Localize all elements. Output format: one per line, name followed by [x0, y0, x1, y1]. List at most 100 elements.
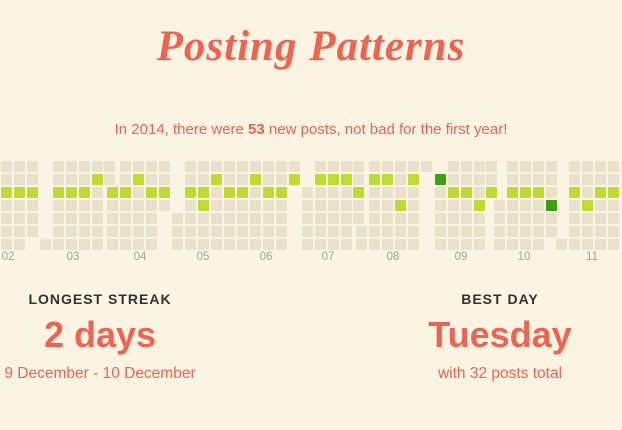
heatmap-cell	[1, 187, 12, 198]
heatmap-cell	[14, 174, 25, 185]
heatmap-cell	[569, 226, 580, 237]
heatmap-cell	[133, 213, 144, 224]
heatmap-cell	[250, 200, 261, 211]
heatmap-cell	[211, 200, 222, 211]
heatmap-cell	[315, 200, 326, 211]
heatmap-cell	[250, 161, 261, 172]
heatmap-cell	[533, 161, 544, 172]
heatmap-cell	[211, 213, 222, 224]
heatmap-cell	[474, 226, 485, 237]
heatmap-cell	[224, 226, 235, 237]
month-label: 07	[321, 251, 335, 263]
heatmap-cell	[382, 226, 393, 237]
heatmap-cell	[66, 200, 77, 211]
heatmap-cell	[353, 161, 364, 172]
heatmap-cell	[595, 174, 606, 185]
heatmap-cell	[1, 200, 12, 211]
heatmap-cell	[582, 187, 593, 198]
stat-best-day: BEST DAY Tuesday with 32 posts total	[340, 291, 622, 383]
heatmap-cell	[66, 213, 77, 224]
heatmap-cell	[53, 213, 64, 224]
heatmap-cell	[104, 174, 115, 185]
heatmap-cell	[474, 213, 485, 224]
heatmap-cell	[507, 213, 518, 224]
heatmap-cell	[328, 239, 339, 250]
heatmap-cell	[120, 200, 131, 211]
heatmap-cell	[146, 200, 157, 211]
heatmap-cell	[315, 226, 326, 237]
heatmap-cell	[120, 239, 131, 250]
heatmap-cell	[1, 174, 12, 185]
heatmap-cell	[66, 239, 77, 250]
heatmap-cell	[328, 226, 339, 237]
heatmap-cell	[494, 226, 505, 237]
heatmap-cell	[520, 161, 531, 172]
heatmap-cell	[486, 161, 497, 172]
heatmap-cell	[27, 187, 38, 198]
heatmap-cell	[92, 161, 103, 172]
heatmap-cell	[448, 226, 459, 237]
heatmap-cell	[79, 174, 90, 185]
heatmap-cell	[369, 161, 380, 172]
heatmap-cell	[224, 239, 235, 250]
heatmap-cell	[14, 239, 25, 250]
heatmap-cell	[14, 161, 25, 172]
heatmap-cell	[382, 161, 393, 172]
heatmap-cell	[341, 161, 352, 172]
heatmap-cell	[14, 226, 25, 237]
heatmap-cell	[435, 187, 446, 198]
heatmap-cell	[1, 239, 12, 250]
heatmap-cell	[276, 226, 287, 237]
heatmap-cell	[185, 161, 196, 172]
heatmap-cell	[546, 213, 557, 224]
heatmap-cell	[533, 213, 544, 224]
heatmap-cell	[328, 187, 339, 198]
heatmap-cell	[435, 213, 446, 224]
heatmap-cell	[146, 213, 157, 224]
heatmap-cell	[263, 187, 274, 198]
heatmap-cell	[237, 239, 248, 250]
heatmap-cell	[369, 213, 380, 224]
heatmap-cell	[185, 239, 196, 250]
heatmap-cell	[582, 174, 593, 185]
heatmap-cell	[107, 239, 118, 250]
heatmap-cell	[289, 161, 300, 172]
heatmap-cell	[14, 200, 25, 211]
heatmap-cell	[185, 226, 196, 237]
heatmap-cell	[92, 226, 103, 237]
heatmap-cell	[237, 161, 248, 172]
heatmap-cell	[237, 213, 248, 224]
heatmap-cell	[263, 174, 274, 185]
heatmap-cell	[211, 187, 222, 198]
heatmap-cell	[211, 239, 222, 250]
heatmap-cell	[461, 161, 472, 172]
heatmap-cell	[608, 187, 619, 198]
heatmap-cell	[486, 174, 497, 185]
heatmap-cell	[27, 174, 38, 185]
heatmap-cell	[341, 226, 352, 237]
heatmap-cell	[66, 161, 77, 172]
heatmap-cell	[79, 200, 90, 211]
heatmap-cell	[369, 239, 380, 250]
heatmap-cell	[595, 161, 606, 172]
heatmap-cell	[107, 213, 118, 224]
heatmap-cell	[546, 161, 557, 172]
heatmap-cell	[474, 187, 485, 198]
heatmap-cell	[408, 174, 419, 185]
subtitle-suffix: new posts, not bad for the first year!	[264, 121, 508, 138]
heatmap-cell	[494, 213, 505, 224]
heatmap-cell	[395, 174, 406, 185]
heatmap-cell	[435, 226, 446, 237]
heatmap-cell	[224, 174, 235, 185]
heatmap-cell	[92, 200, 103, 211]
heatmap-cell	[533, 187, 544, 198]
heatmap-cell	[66, 187, 77, 198]
heatmap-cell	[353, 213, 364, 224]
heatmap-cell	[53, 200, 64, 211]
heatmap-cell	[341, 239, 352, 250]
heatmap-cell	[40, 239, 51, 250]
month-label: 09	[454, 251, 468, 263]
heatmap-cell	[608, 226, 619, 237]
heatmap-cell	[520, 200, 531, 211]
heatmap-cell	[546, 174, 557, 185]
